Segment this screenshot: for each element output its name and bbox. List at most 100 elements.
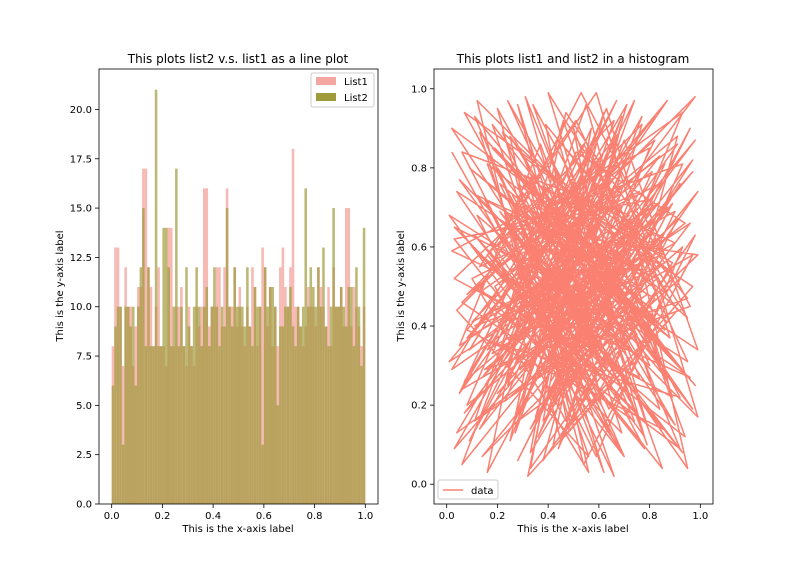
bar-list1-4: [121, 365, 125, 504]
bar-list2-78: [309, 267, 313, 504]
histogram-panel: This plots list2 v.s. list1 as a line pl…: [55, 52, 379, 535]
line-panel: This plots list1 and list2 in a histogra…: [396, 52, 714, 535]
bar-list2-69: [286, 306, 290, 504]
bar-list2-6: [126, 306, 130, 504]
right-x-ticks: 0.0 0.2 0.4 0.6 0.8 1.0: [439, 504, 708, 522]
bar-list2-94: [350, 286, 353, 504]
bar-list2-50: [238, 306, 242, 504]
bar-list1-13: [144, 168, 148, 504]
bar-list2-76: [304, 188, 307, 504]
bar-list2-81: [317, 267, 320, 504]
bar-list2-36: [202, 306, 206, 504]
right-ytick-label-0: 0.0: [411, 480, 427, 491]
bar-list2-64: [274, 306, 277, 504]
bar-list2-26: [177, 346, 181, 504]
bar-list2-25: [175, 168, 178, 504]
right-ytick-label-2: 0.4: [411, 322, 427, 333]
right-y-axis-label: This is the y-axis label: [396, 230, 407, 342]
bar-list2-1: [114, 326, 117, 504]
bar-list2-49: [235, 306, 239, 504]
left-axes-frame: [98, 68, 379, 505]
bar-list2-79: [312, 286, 315, 504]
bar-list2-60: [263, 267, 267, 504]
bar-list2-53: [246, 267, 249, 504]
right-xtick-label-5: 1.0: [692, 511, 708, 522]
left-xtick-label-2: 0.4: [205, 511, 221, 522]
bar-list2-8: [131, 306, 135, 504]
right-x-axis-label: This is the x-axis label: [516, 524, 628, 535]
left-bars: [111, 89, 366, 505]
bar-list2-75: [301, 306, 305, 504]
bar-list2-61: [266, 306, 269, 504]
bar-list2-56: [253, 286, 257, 504]
bar-list2-13: [144, 346, 148, 504]
bar-list2-27: [180, 306, 183, 504]
bar-list2-97: [357, 306, 361, 504]
right-y-ticks: 0.0 0.2 0.4 0.6 0.8 1.0: [411, 84, 434, 491]
bar-list2-66: [279, 326, 282, 504]
bar-list2-54: [248, 326, 252, 504]
bar-list2-18: [157, 346, 160, 504]
right-ytick-label-3: 0.6: [411, 242, 427, 253]
bar-list2-74: [299, 326, 302, 504]
bar-list2-16: [152, 346, 155, 504]
left-ytick-label-7: 17.5: [70, 154, 92, 165]
bar-list2-9: [134, 385, 138, 504]
bar-list2-95: [352, 346, 356, 504]
right-axes-frame: [433, 68, 714, 505]
bar-list2-31: [190, 346, 193, 504]
right-xtick-label-2: 0.4: [540, 511, 556, 522]
right-xtick-label-0: 0.0: [439, 511, 455, 522]
bar-list2-55: [251, 346, 254, 504]
bar-list2-77: [306, 306, 310, 504]
bar-list2-83: [322, 247, 325, 505]
left-xtick-label-1: 0.2: [154, 511, 170, 522]
data-line: [448, 91, 699, 478]
bar-list2-23: [170, 346, 173, 504]
left-y-axis-label: This is the y-axis label: [55, 230, 66, 342]
bar-list2-98: [360, 365, 363, 504]
bar-list2-10: [137, 306, 140, 504]
legend-swatch-list1: [316, 77, 336, 85]
left-ytick-label-3: 7.5: [76, 352, 92, 363]
bar-list2-40: [213, 267, 216, 504]
bar-list1-59: [261, 247, 264, 505]
bar-list2-3: [119, 306, 122, 504]
bar-list2-33: [195, 267, 198, 504]
left-ytick-label-0: 0.0: [76, 500, 92, 511]
left-xtick-label-0: 0.0: [104, 511, 120, 522]
bar-list2-39: [210, 306, 214, 504]
bar-list2-73: [296, 306, 300, 504]
bar-list2-80: [314, 306, 318, 504]
bar-list2-48: [233, 267, 236, 504]
bar-list2-44: [223, 326, 226, 504]
bar-list2-85: [327, 346, 330, 504]
bar-list2-52: [243, 326, 247, 504]
bar-list2-93: [347, 286, 351, 504]
left-ytick-label-1: 2.5: [76, 450, 92, 461]
bar-list2-11: [139, 267, 143, 504]
bar-list2-90: [339, 286, 343, 504]
legend-label-list1: List1: [344, 77, 368, 88]
bar-list2-70: [289, 286, 292, 504]
right-xtick-label-1: 0.2: [489, 511, 505, 522]
bar-list2-88: [334, 306, 338, 504]
bar-list2-91: [342, 306, 346, 504]
bar-list2-82: [319, 306, 323, 504]
left-xtick-label-4: 0.8: [307, 511, 323, 522]
bar-list2-45: [225, 208, 229, 504]
left-ytick-label-6: 15.0: [70, 204, 92, 215]
right-xtick-label-3: 0.6: [591, 511, 607, 522]
bar-list2-35: [200, 346, 203, 504]
right-chart-title: This plots list1 and list2 in a histogra…: [456, 52, 690, 66]
left-x-ticks: 0.0 0.2 0.4 0.6 0.8 1.0: [104, 504, 373, 522]
right-ytick-label-4: 0.8: [411, 163, 427, 174]
bar-list2-41: [215, 306, 219, 504]
bar-list2-92: [345, 326, 348, 504]
left-xtick-label-3: 0.6: [256, 511, 272, 522]
bar-list2-58: [258, 306, 262, 504]
bar-list2-42: [218, 346, 221, 504]
bar-list2-67: [281, 326, 285, 504]
left-chart-title: This plots list2 v.s. list1 as a line pl…: [127, 52, 349, 66]
